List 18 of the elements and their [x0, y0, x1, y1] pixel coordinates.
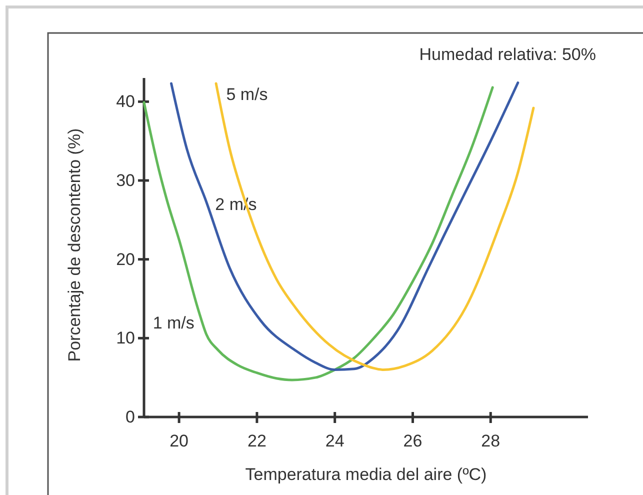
line-series	[142, 86, 494, 382]
y-tick-label: 10	[116, 328, 135, 348]
x-tick-label: 24	[325, 431, 344, 450]
line-series	[170, 81, 520, 371]
text: Humedad relativa: 50%	[419, 45, 596, 64]
y-tick-label: 40	[116, 92, 135, 112]
y-axis-title: Porcentaje de descontento (%)	[65, 128, 84, 362]
x-tick-label: 26	[403, 431, 422, 450]
x-axis-title: Temperatura media del aire (ºC)	[245, 465, 487, 484]
x-tick-label: 28	[481, 431, 500, 450]
y-tick-label: 20	[116, 250, 135, 269]
x-tick-label: 22	[247, 431, 266, 450]
series-label: 1 m/s	[152, 313, 194, 332]
y-tick-label: 0	[126, 407, 135, 426]
x-tick-label: 20	[170, 431, 189, 450]
line-series	[214, 82, 535, 371]
series-label: 5 m/s	[226, 84, 268, 104]
y-tick-label: 30	[116, 170, 135, 190]
